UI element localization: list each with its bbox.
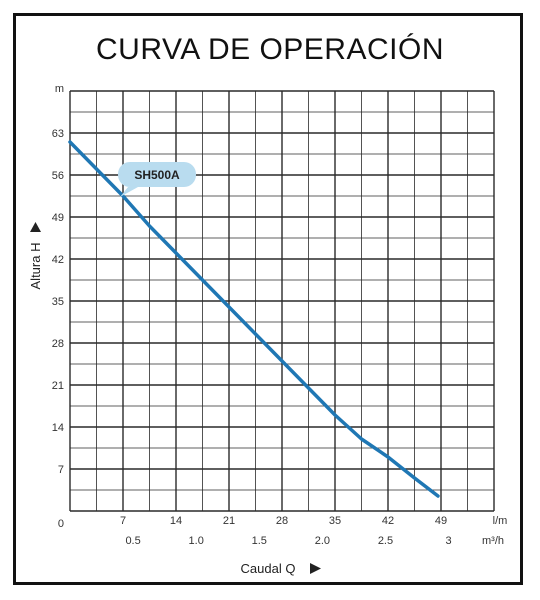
x-axis-arrow-icon (310, 563, 321, 574)
y-tick-label: 7 (58, 464, 64, 476)
callout-pointer (120, 187, 138, 197)
y-tick-label: 21 (52, 380, 64, 392)
x-unit-secondary-label: m³/h (482, 535, 504, 547)
x-tick-label: 7 (120, 515, 126, 527)
y-tick-label: 42 (52, 254, 64, 266)
chart-title: CURVA DE OPERACIÓN (96, 33, 444, 66)
x-tick-label: 21 (223, 515, 235, 527)
x-axis-title: Caudal Q (241, 561, 296, 576)
series-name-label: SH500A (134, 168, 180, 182)
x-tick-label: 35 (329, 515, 341, 527)
x-tick-label: 49 (435, 515, 447, 527)
x-tick-label-secondary: 3 (446, 535, 452, 547)
y-tick-label: 28 (52, 338, 64, 350)
y-tick-label: 49 (52, 212, 64, 224)
x-tick-label: 28 (276, 515, 288, 527)
grid (69, 90, 495, 512)
y-unit-label: m (55, 83, 64, 95)
x-tick-label: 14 (170, 515, 182, 527)
y-tick-label: 35 (52, 296, 64, 308)
callout-background (118, 162, 196, 187)
series-line (68, 140, 440, 498)
x-tick-label: 42 (382, 515, 394, 527)
x-tick-label-secondary: 1.0 (189, 535, 204, 547)
axis-labels: 7 14 21 28 35 42 49 56 63 m 0 7 14 21 28 35 42 49 l/m 0.5 1.… (28, 83, 507, 576)
x-unit-primary-label: l/m (493, 515, 508, 527)
y-tick-label: 14 (52, 422, 64, 434)
y-tick-label: 56 (52, 170, 64, 182)
x-tick-label-secondary: 2.0 (315, 535, 330, 547)
x-tick-label-secondary: 0.5 (125, 535, 140, 547)
series-label-callout: SH500A (118, 162, 196, 197)
origin-label: 0 (58, 518, 64, 530)
plot-area: SH500A (68, 140, 440, 498)
y-axis-title: Altura H (28, 243, 43, 290)
x-tick-label-secondary: 2.5 (378, 535, 393, 547)
y-axis-arrow-icon (30, 222, 41, 232)
chart-frame (13, 13, 523, 585)
y-axis-title-group: Altura H (28, 222, 43, 289)
x-tick-label-secondary: 1.5 (252, 535, 267, 547)
y-tick-label: 63 (52, 128, 64, 140)
